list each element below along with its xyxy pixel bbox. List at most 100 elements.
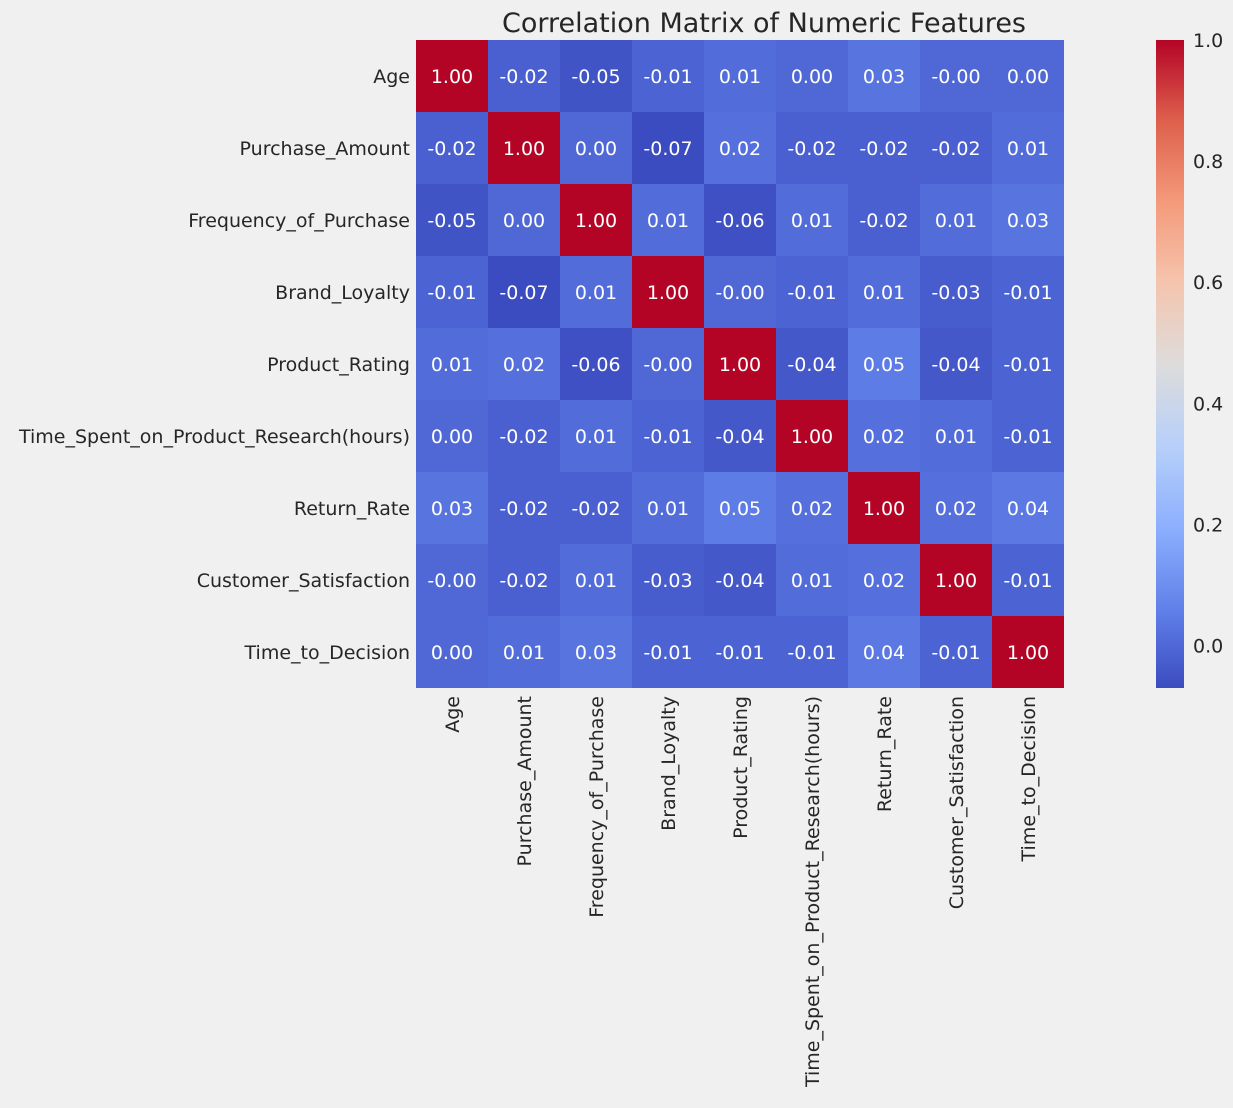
heatmap-cell bbox=[920, 40, 992, 112]
cell-annotation: 0.01 bbox=[719, 66, 761, 88]
cell-annotation: -0.02 bbox=[499, 66, 548, 88]
cell-annotation: 0.01 bbox=[791, 570, 833, 592]
heatmap-cell bbox=[632, 616, 704, 688]
heatmap-cell bbox=[776, 112, 848, 184]
column-label: Time_Spent_on_Product_Research(hours) bbox=[802, 696, 824, 1088]
cell-annotation: 0.00 bbox=[431, 642, 473, 664]
row-label: Time_to_Decision bbox=[244, 642, 410, 664]
heatmap-cell bbox=[920, 544, 992, 616]
colorbar-tick-label: 0.2 bbox=[1193, 514, 1223, 536]
heatmap-cell bbox=[776, 400, 848, 472]
cell-annotation: 0.00 bbox=[1007, 66, 1049, 88]
heatmap-cell bbox=[416, 544, 488, 616]
heatmap-cell bbox=[560, 256, 632, 328]
cell-annotation: 0.01 bbox=[503, 642, 545, 664]
heatmap-cell bbox=[992, 544, 1064, 616]
cell-annotation: 0.02 bbox=[863, 426, 905, 448]
heatmap-cell bbox=[848, 184, 920, 256]
row-label: Customer_Satisfaction bbox=[197, 570, 410, 592]
cell-annotation: -0.01 bbox=[715, 642, 764, 664]
heatmap-cell bbox=[560, 184, 632, 256]
heatmap-cell bbox=[488, 400, 560, 472]
row-label: Purchase_Amount bbox=[240, 138, 410, 160]
row-label: Time_Spent_on_Product_Research(hours) bbox=[18, 426, 410, 448]
heatmap-cell bbox=[560, 616, 632, 688]
heatmap-cell bbox=[992, 256, 1064, 328]
cell-annotation: -0.04 bbox=[931, 354, 980, 376]
heatmap-cell bbox=[992, 472, 1064, 544]
cell-annotation: 0.03 bbox=[1007, 210, 1049, 232]
heatmap-cell bbox=[416, 472, 488, 544]
cell-annotation: -0.01 bbox=[787, 282, 836, 304]
cell-annotation: -0.01 bbox=[1003, 426, 1052, 448]
cell-annotation: -0.02 bbox=[499, 570, 548, 592]
heatmap-cell bbox=[560, 544, 632, 616]
heatmap-cell bbox=[704, 544, 776, 616]
heatmap-cell bbox=[776, 472, 848, 544]
row-label: Age bbox=[373, 66, 410, 88]
heatmap-cell bbox=[704, 472, 776, 544]
cell-annotation: -0.00 bbox=[643, 354, 692, 376]
heatmap-cell bbox=[632, 112, 704, 184]
cell-annotation: 0.05 bbox=[863, 354, 905, 376]
heatmap-cell bbox=[920, 184, 992, 256]
cell-annotation: -0.04 bbox=[715, 570, 764, 592]
cell-annotation: 0.01 bbox=[1007, 138, 1049, 160]
heatmap-cell bbox=[488, 616, 560, 688]
heatmap-cell bbox=[992, 40, 1064, 112]
heatmap-cell bbox=[488, 328, 560, 400]
column-label: Purchase_Amount bbox=[514, 696, 536, 866]
heatmap-cell bbox=[992, 328, 1064, 400]
heatmap-cells bbox=[416, 40, 1064, 688]
column-label: Age bbox=[442, 696, 464, 733]
heatmap-cell bbox=[848, 400, 920, 472]
cell-annotation: 0.02 bbox=[791, 498, 833, 520]
heatmap-cell bbox=[776, 544, 848, 616]
row-labels: Age Purchase_Amount Frequency_of_Purchase B… bbox=[18, 66, 410, 664]
colorbar-ticks: 0.0 0.2 0.4 0.6 0.8 1.0 bbox=[1193, 30, 1223, 658]
heatmap-cell bbox=[848, 472, 920, 544]
cell-annotation: -0.01 bbox=[643, 642, 692, 664]
heatmap-cell bbox=[704, 40, 776, 112]
heatmap-cell bbox=[416, 328, 488, 400]
cell-annotation: 0.01 bbox=[431, 354, 473, 376]
cell-annotation: -0.06 bbox=[715, 210, 764, 232]
heatmap-cell bbox=[416, 616, 488, 688]
cell-annotation: 0.02 bbox=[503, 354, 545, 376]
cell-annotation: 0.04 bbox=[1007, 498, 1049, 520]
cell-annotation: 1.00 bbox=[719, 354, 761, 376]
heatmap-cell bbox=[920, 616, 992, 688]
heatmap-cell bbox=[632, 472, 704, 544]
colorbar bbox=[1156, 40, 1184, 688]
column-label: Brand_Loyalty bbox=[658, 696, 680, 831]
cell-annotation: -0.02 bbox=[859, 210, 908, 232]
heatmap-cell bbox=[488, 544, 560, 616]
cell-annotation: 1.00 bbox=[935, 570, 977, 592]
column-label: Customer_Satisfaction bbox=[946, 696, 968, 909]
heatmap-cell bbox=[416, 184, 488, 256]
cell-annotation: 1.00 bbox=[647, 282, 689, 304]
cell-annotation: 0.01 bbox=[575, 426, 617, 448]
heatmap-cell bbox=[416, 40, 488, 112]
cell-annotation: 0.00 bbox=[575, 138, 617, 160]
cell-annotation: 0.05 bbox=[719, 498, 761, 520]
heatmap-cell bbox=[704, 328, 776, 400]
heatmap-cell bbox=[488, 472, 560, 544]
cell-annotations: 1.00 -0.02 -0.05 -0.01 0.01 0.00 0.03 -0.00 0.00… bbox=[427, 66, 1052, 664]
heatmap-cell bbox=[848, 256, 920, 328]
heatmap-cell bbox=[560, 112, 632, 184]
cell-annotation: -0.06 bbox=[571, 354, 620, 376]
cell-annotation: -0.02 bbox=[499, 426, 548, 448]
cell-annotation: -0.04 bbox=[787, 354, 836, 376]
heatmap-cell bbox=[776, 256, 848, 328]
heatmap-cell bbox=[488, 184, 560, 256]
heatmap-cell bbox=[848, 616, 920, 688]
cell-annotation: -0.05 bbox=[571, 66, 620, 88]
cell-annotation: -0.02 bbox=[499, 498, 548, 520]
heatmap-cell bbox=[632, 544, 704, 616]
heatmap-cell bbox=[416, 112, 488, 184]
heatmap-cell bbox=[632, 184, 704, 256]
cell-annotation: -0.04 bbox=[715, 426, 764, 448]
column-label: Frequency_of_Purchase bbox=[586, 696, 608, 918]
heatmap-cell bbox=[416, 400, 488, 472]
